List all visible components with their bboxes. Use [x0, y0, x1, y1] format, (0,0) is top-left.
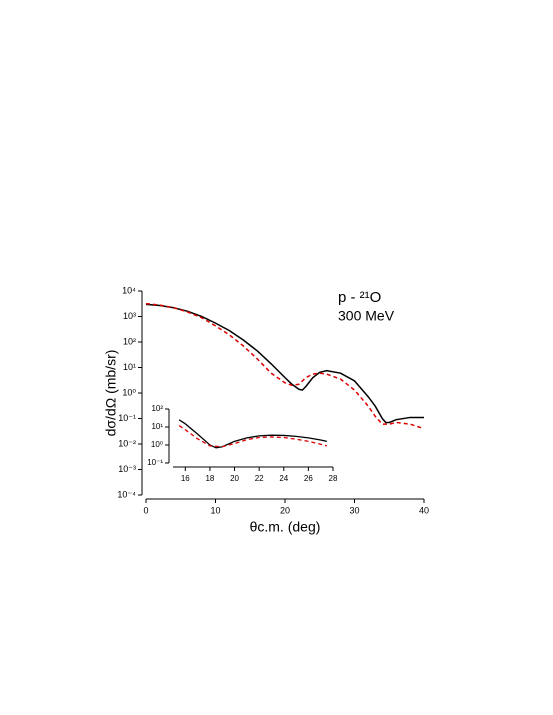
- y-tick-label: 10⁰: [151, 440, 163, 449]
- data-line: [178, 425, 328, 448]
- y-tick-label: 10³: [123, 311, 136, 321]
- y-tick-label: 10¹: [151, 422, 163, 431]
- x-tick-label: 26: [304, 474, 313, 483]
- data-line: [178, 419, 327, 449]
- y-tick-label: 10⁻²: [118, 438, 136, 448]
- x-tick-label: 24: [279, 474, 288, 483]
- x-tick-label: 10: [210, 505, 220, 515]
- x-tick-label: 28: [329, 474, 338, 483]
- y-tick-label: 10²: [151, 404, 163, 413]
- y-tick-label: 10⁻¹: [118, 413, 136, 423]
- y-tick-label: 10¹: [123, 362, 136, 372]
- annotation: 300 MeV: [338, 308, 395, 324]
- x-tick-label: 0: [143, 505, 148, 515]
- y-tick-label: 10⁻⁴: [117, 489, 136, 499]
- data-line: [145, 303, 424, 424]
- y-tick-label: 10⁴: [122, 285, 136, 295]
- x-tick-label: 18: [205, 474, 214, 483]
- x-tick-label: 30: [349, 505, 359, 515]
- y-axis-label: dσ/dΩ (mb/sr): [103, 350, 119, 437]
- data-line: [145, 302, 425, 430]
- x-axis-label: θc.m. (deg): [250, 519, 321, 535]
- y-tick-label: 10²: [123, 336, 136, 346]
- y-tick-label: 10⁻³: [118, 464, 136, 474]
- y-tick-label: 10⁻¹: [147, 458, 163, 467]
- x-tick-label: 20: [280, 505, 290, 515]
- x-tick-label: 22: [255, 474, 264, 483]
- x-tick-label: 20: [230, 474, 239, 483]
- annotation: p - ²¹O: [338, 289, 381, 306]
- x-tick-label: 16: [181, 474, 190, 483]
- x-tick-label: 40: [419, 505, 429, 515]
- y-tick-label: 10⁰: [122, 387, 136, 397]
